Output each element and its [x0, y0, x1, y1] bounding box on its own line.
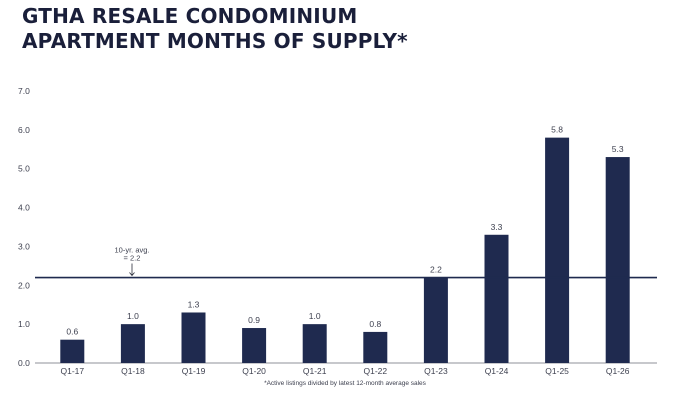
bar-q1-24 [484, 234, 509, 363]
x-tick-label: Q1-21 [303, 366, 327, 376]
y-tick-label: 3.0 [18, 241, 30, 251]
chart-title-line-2: APARTMENT MONTHS OF SUPPLY* [22, 29, 408, 53]
x-tick-label: Q1-26 [606, 366, 630, 376]
y-tick-label: 6.0 [18, 125, 30, 135]
y-tick-label: 4.0 [18, 203, 30, 213]
bar-q1-21 [302, 324, 327, 363]
y-tick-label: 2.0 [18, 280, 30, 290]
footnote: *Active listings divided by latest 12-mo… [264, 380, 427, 387]
y-axis-ticks: 0.0 1.0 2.0 3.0 4.0 5.0 6.0 7.0 [18, 86, 30, 368]
bar-q1-26 [605, 157, 630, 363]
bar-q1-22 [363, 331, 388, 363]
chart-title-line-1: GTHA RESALE CONDOMINIUM [22, 4, 358, 28]
bar-q1-17 [60, 339, 85, 363]
ten-year-average-label-line-2: = 2.2 [124, 254, 141, 263]
bar-q1-23 [423, 277, 448, 363]
bar-value-label: 1.0 [309, 311, 321, 321]
bar-series [60, 137, 630, 363]
x-tick-label: Q1-22 [363, 366, 387, 376]
y-tick-label: 7.0 [18, 86, 30, 96]
y-tick-label: 5.0 [18, 164, 30, 174]
y-tick-label: 0.0 [18, 358, 30, 368]
down-arrow-icon [129, 263, 135, 277]
bar-value-label: 0.9 [248, 315, 260, 325]
bar-value-label: 5.3 [612, 144, 624, 154]
x-tick-label: Q1-18 [121, 366, 145, 376]
x-axis-ticks: Q1-17 Q1-18 Q1-19 Q1-20 Q1-21 Q1-22 Q1-23 Q1-24… [60, 366, 629, 376]
x-tick-label: Q1-20 [242, 366, 266, 376]
bar-value-label: 0.8 [369, 319, 381, 329]
bar-q1-20 [242, 328, 267, 363]
bar-value-label: 1.0 [127, 311, 139, 321]
bar-value-label: 0.6 [66, 327, 78, 337]
ten-year-average-annotation: 10-yr. avg. = 2.2 [114, 246, 150, 277]
bar-q1-18 [120, 324, 145, 363]
x-tick-label: Q1-25 [545, 366, 569, 376]
bar-value-label: 2.2 [430, 265, 442, 275]
x-tick-label: Q1-23 [424, 366, 448, 376]
ten-year-average-label-line-1: 10-yr. avg. [114, 246, 149, 255]
bar-value-label: 1.3 [188, 299, 200, 309]
y-tick-label: 1.0 [18, 319, 30, 329]
x-tick-label: Q1-17 [60, 366, 84, 376]
bar-q1-19 [181, 312, 206, 363]
bar-value-label: 3.3 [491, 222, 503, 232]
bar-value-label: 5.8 [551, 125, 563, 135]
chart-title: GTHA RESALE CONDOMINIUM APARTMENT MONTHS… [22, 4, 408, 54]
x-tick-label: Q1-24 [485, 366, 509, 376]
bar-q1-25 [545, 137, 570, 363]
x-tick-label: Q1-19 [182, 366, 206, 376]
data-labels: 0.6 1.0 1.3 0.9 1.0 0.8 2.2 3.3 5.8 5.3 [66, 125, 623, 337]
